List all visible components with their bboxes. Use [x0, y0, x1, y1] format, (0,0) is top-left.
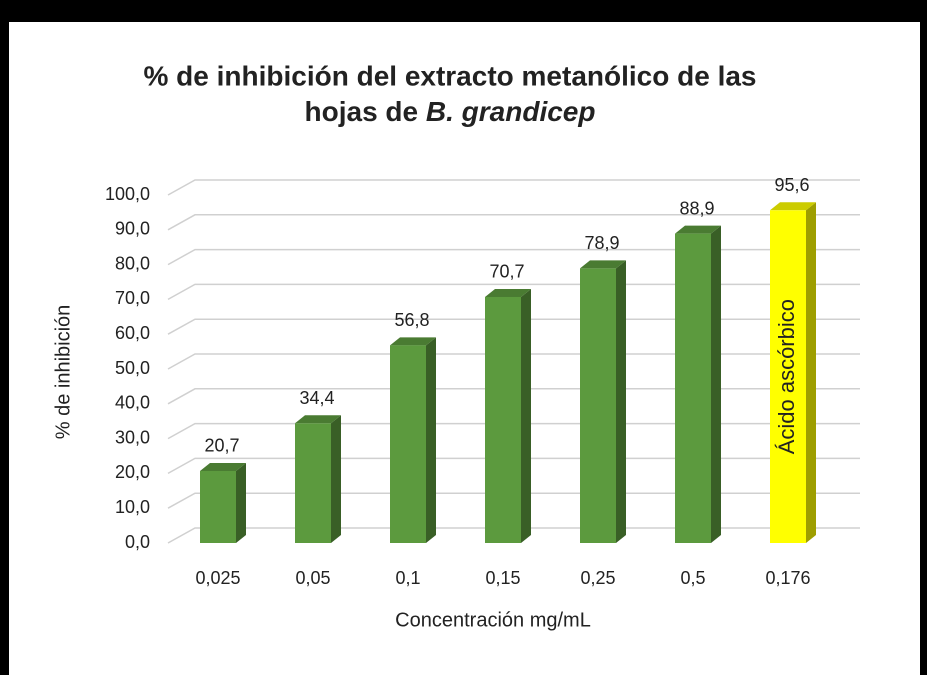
- x-tick-label: 0,25: [580, 568, 615, 588]
- value-label: 70,7: [489, 262, 524, 282]
- x-tick-label: 0,15: [485, 568, 520, 588]
- bar-side: [236, 462, 246, 543]
- y-tick-label: 90,0: [115, 219, 150, 239]
- bar-top: [770, 202, 816, 211]
- grid-line: [167, 214, 860, 231]
- y-tick-label: 50,0: [115, 358, 150, 378]
- y-tick-label: 80,0: [115, 253, 150, 273]
- y-tick-label: 10,0: [115, 497, 150, 517]
- annotation: Ácido ascórbico: [774, 299, 799, 454]
- background: [9, 22, 920, 675]
- bar-side: [426, 337, 436, 543]
- bar: [770, 210, 806, 543]
- grid-line: [167, 248, 860, 266]
- bar-top: [580, 260, 626, 269]
- bar: [485, 296, 521, 543]
- chart-title: hojas de B. grandicep: [305, 96, 596, 127]
- grid-line: [167, 283, 860, 301]
- bar-side: [806, 202, 816, 543]
- value-label: 20,7: [204, 436, 239, 456]
- grid-line: [167, 179, 860, 196]
- y-tick-label: 0,0: [125, 532, 150, 552]
- bar-top: [485, 288, 531, 297]
- value-label: 88,9: [679, 198, 714, 218]
- y-tick-label: 30,0: [115, 427, 150, 447]
- bar: [675, 233, 711, 544]
- grid-line: [167, 388, 860, 405]
- y-tick-label: 100,0: [105, 184, 150, 204]
- bar-side: [711, 225, 721, 544]
- chart-title: % de inhibición del extracto metanólico …: [143, 60, 756, 91]
- x-tick-label: 0,176: [765, 568, 810, 588]
- y-tick-label: 40,0: [115, 393, 150, 413]
- value-label: 34,4: [299, 388, 334, 408]
- bar: [200, 470, 236, 543]
- bar-side: [331, 415, 341, 543]
- x-tick-label: 0,1: [395, 568, 420, 588]
- bar-top: [200, 462, 246, 471]
- y-axis-title: % de inhibición: [52, 305, 74, 440]
- x-axis-title: Concentración mg/mL: [395, 609, 591, 631]
- bar-top: [295, 415, 341, 424]
- bar-side: [521, 288, 531, 543]
- chart-title-part: B. grandicep: [426, 96, 596, 127]
- bar: [390, 345, 426, 543]
- value-label: 95,6: [774, 175, 809, 195]
- x-tick-label: 0,5: [680, 568, 705, 588]
- bar: [580, 268, 616, 543]
- grid-line: [167, 527, 860, 544]
- y-tick-label: 20,0: [115, 462, 150, 482]
- bar: [295, 423, 331, 543]
- bar-top: [390, 337, 436, 346]
- grid-line: [167, 422, 860, 440]
- bar-top: [675, 225, 721, 234]
- grid-line: [167, 353, 860, 370]
- value-label: 78,9: [584, 233, 619, 253]
- value-label: 56,8: [394, 310, 429, 330]
- chart-title-part: hojas de: [305, 96, 419, 127]
- x-tick-label: 0,025: [195, 568, 240, 588]
- x-tick-label: 0,05: [295, 568, 330, 588]
- grid-line: [167, 457, 860, 475]
- y-tick-label: 60,0: [115, 323, 150, 343]
- y-tick-label: 70,0: [115, 288, 150, 308]
- bar-side: [616, 260, 626, 543]
- grid-line: [167, 492, 860, 509]
- grid-line: [167, 318, 860, 335]
